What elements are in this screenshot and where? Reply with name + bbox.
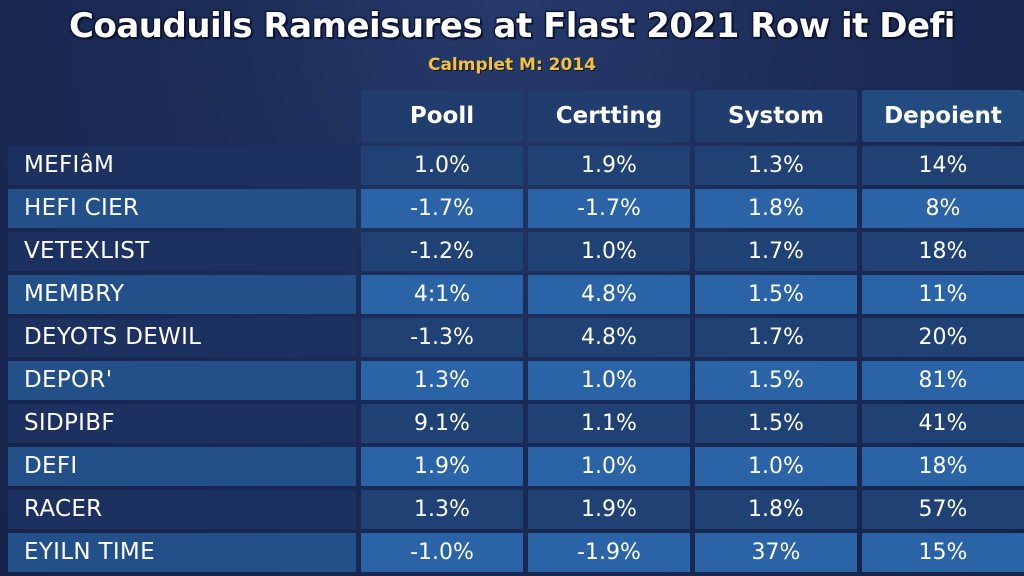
data-cell: 1.9%	[528, 489, 690, 529]
data-cell: 8%	[862, 188, 1024, 228]
data-cell: 1.5%	[695, 403, 857, 443]
data-cell: -1.7%	[361, 188, 523, 228]
row-label: HEFI CIER	[8, 188, 356, 228]
data-cell: -1.3%	[361, 317, 523, 357]
column-header-systom: Systom	[695, 90, 857, 142]
chart-subtitle: Calmplet M: 2014	[427, 55, 596, 75]
data-cell: 11%	[862, 274, 1024, 314]
data-cell: 20%	[862, 317, 1024, 357]
data-cell: -1.0%	[361, 532, 523, 572]
row-label: SIDPIBF	[8, 403, 356, 443]
data-cell: 4.8%	[528, 317, 690, 357]
row-label: RACER	[8, 489, 356, 529]
data-cell: 18%	[862, 446, 1024, 486]
data-cell: 1.3%	[361, 360, 523, 400]
data-cell: 15%	[862, 532, 1024, 572]
chart-title: Coauduils Rameisures at Flast 2021 Row i…	[69, 6, 955, 46]
column-header-pooll: Pooll	[361, 90, 523, 142]
data-cell: 1.0%	[528, 231, 690, 271]
data-cell: -1.2%	[361, 231, 523, 271]
row-label: DEYOTS DEWIL	[8, 317, 356, 357]
data-cell: 1.3%	[361, 489, 523, 529]
data-cell: 4:1%	[361, 274, 523, 314]
data-cell: -1.9%	[528, 532, 690, 572]
data-cell: 1.0%	[528, 446, 690, 486]
data-cell: 37%	[695, 532, 857, 572]
column-header-depoient: Depoient	[862, 90, 1024, 142]
data-cell: 1.3%	[695, 145, 857, 185]
row-label: MEFIâM	[8, 145, 356, 185]
data-cell: 1.1%	[528, 403, 690, 443]
table-corner-cell	[8, 90, 356, 142]
column-header-certting: Certting	[528, 90, 690, 142]
row-label: VETEXLIST	[8, 231, 356, 271]
data-cell: 9.1%	[361, 403, 523, 443]
data-cell: 4.8%	[528, 274, 690, 314]
data-cell: 1.7%	[695, 317, 857, 357]
data-table: Pooll Certting Systom Depoient MEFIâM 1.0…	[8, 90, 1024, 572]
row-label: DEPOR'	[8, 360, 356, 400]
data-cell: 1.0%	[528, 360, 690, 400]
data-cell: 1.0%	[695, 446, 857, 486]
data-cell: 1.5%	[695, 360, 857, 400]
row-label: MEMBRY	[8, 274, 356, 314]
data-cell: 81%	[862, 360, 1024, 400]
data-cell: 14%	[862, 145, 1024, 185]
data-cell: 1.7%	[695, 231, 857, 271]
data-cell: 1.0%	[361, 145, 523, 185]
data-cell: 1.8%	[695, 489, 857, 529]
data-cell: 1.9%	[528, 145, 690, 185]
data-cell: 1.8%	[695, 188, 857, 228]
row-label: EYILN TIME	[8, 532, 356, 572]
data-cell: 57%	[862, 489, 1024, 529]
data-cell: 18%	[862, 231, 1024, 271]
data-cell: 41%	[862, 403, 1024, 443]
row-label: DEFI	[8, 446, 356, 486]
data-cell: -1.7%	[528, 188, 690, 228]
data-cell: 1.5%	[695, 274, 857, 314]
data-cell: 1.9%	[361, 446, 523, 486]
